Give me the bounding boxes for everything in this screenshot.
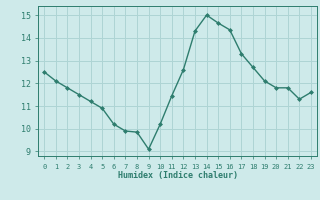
X-axis label: Humidex (Indice chaleur): Humidex (Indice chaleur) — [118, 171, 238, 180]
